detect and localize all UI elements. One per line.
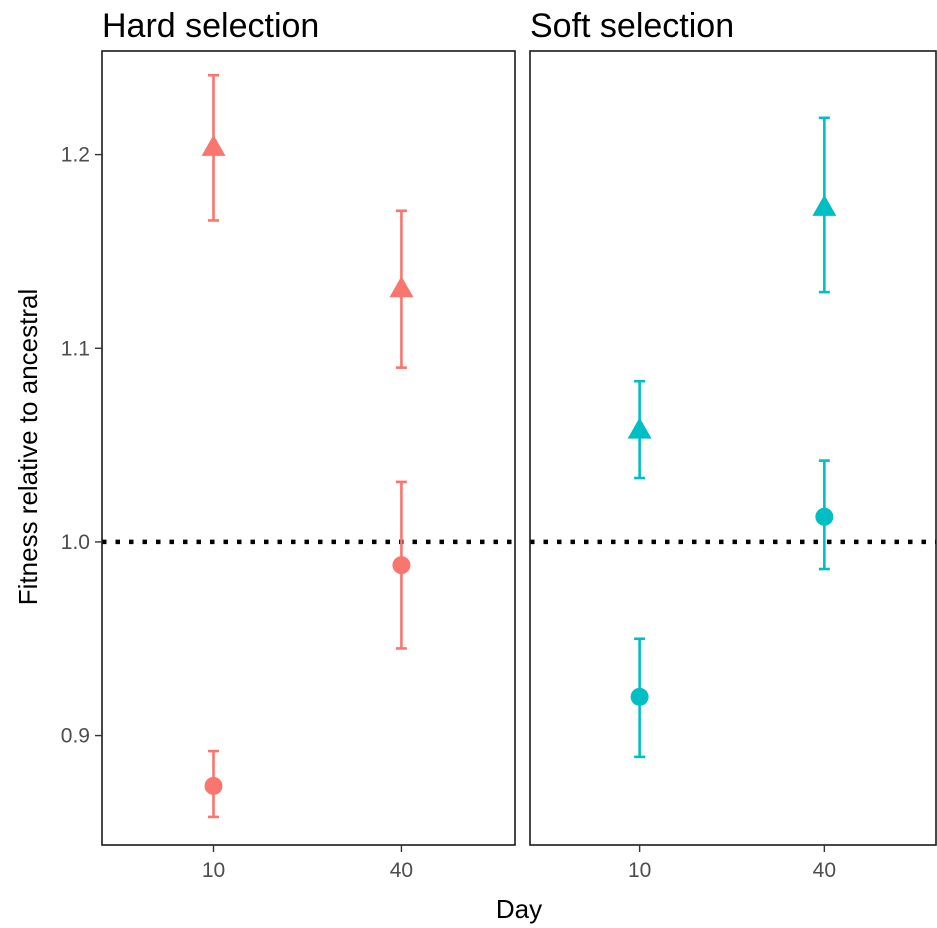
y-tick-label: 0.9 (61, 725, 90, 748)
data-point-triangle (812, 116, 837, 294)
panel-2: Soft selection 10 40 (529, 7, 937, 882)
y-tick-label: 1.0 (61, 531, 90, 554)
panels-layer: Hard selection 10 40 Soft selection 10 40 (101, 7, 937, 882)
panel-border (101, 50, 516, 846)
data-point-circle (630, 637, 649, 759)
circle-marker (815, 507, 834, 526)
y-axis-title: Fitness relative to ancestral (13, 289, 43, 605)
triangle-marker (201, 134, 226, 156)
panel-1: Hard selection 10 40 (101, 7, 516, 882)
circle-marker (630, 687, 649, 706)
circle-marker (204, 776, 223, 795)
data-point-triangle (389, 209, 414, 369)
x-tick-label: 40 (813, 859, 836, 882)
y-axis: 0.9 1.0 1.1 1.2 (61, 144, 102, 748)
x-tick-label: 10 (628, 859, 651, 882)
data-point-triangle (627, 379, 652, 480)
panel-title: Hard selection (102, 7, 319, 45)
data-point-circle (815, 459, 834, 571)
panel-border (529, 50, 937, 846)
data-point-circle (204, 749, 223, 819)
x-tick-label: 10 (202, 859, 225, 882)
data-point-circle (392, 480, 411, 650)
x-tick-label: 40 (390, 859, 413, 882)
data-point-triangle (201, 73, 226, 222)
y-tick-label: 1.1 (61, 337, 90, 360)
x-axis-title: Day (496, 894, 542, 924)
panel-title: Soft selection (530, 7, 734, 45)
triangle-marker (812, 194, 837, 216)
triangle-marker (389, 276, 414, 298)
triangle-marker (627, 417, 652, 439)
circle-marker (392, 556, 411, 575)
y-tick-label: 1.2 (61, 144, 90, 167)
